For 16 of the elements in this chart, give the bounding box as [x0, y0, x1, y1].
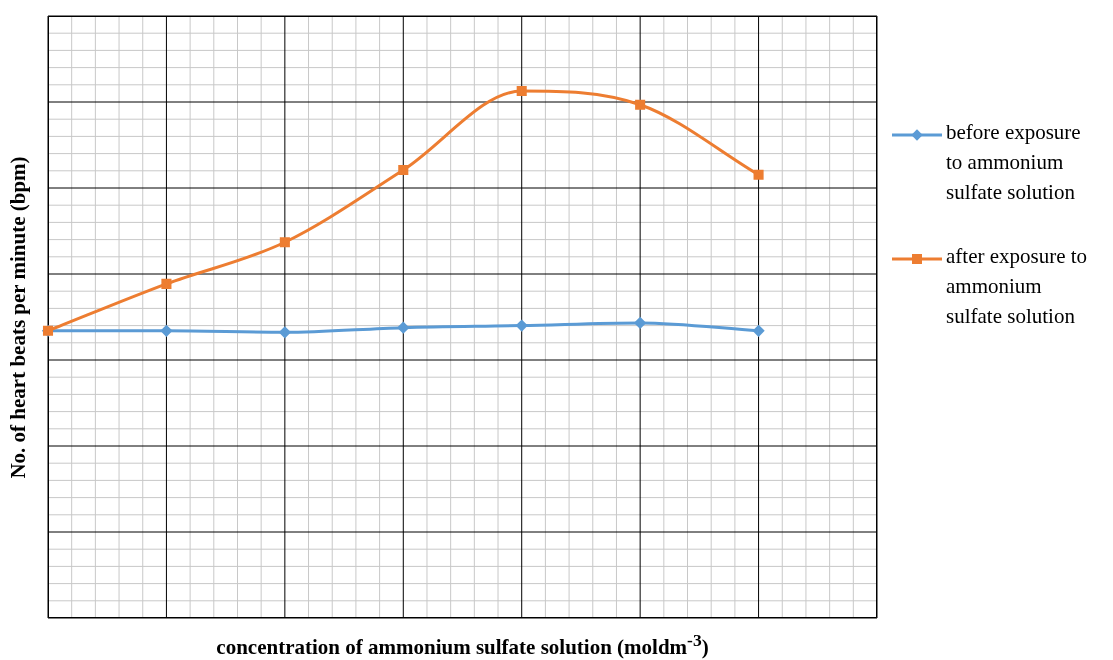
point: [635, 99, 646, 110]
point: [753, 169, 764, 180]
y-axis-title: No. of heart beats per minute (bpm): [5, 155, 31, 479]
point: [516, 320, 528, 332]
point: [634, 317, 646, 329]
x-axis-title: concentration of ammonium sulfate solution (moldm$^{-3}$): [215, 630, 710, 660]
point: [279, 237, 290, 248]
legend-label: after exposure to ammonium sulfate solution: [946, 243, 1089, 330]
point: [516, 85, 527, 97]
point: [279, 326, 291, 338]
point: [398, 165, 409, 176]
point: [161, 278, 172, 289]
legend-label: before exposure to ammonium sulfate solution: [946, 119, 1082, 206]
point: [160, 325, 172, 337]
point: [753, 325, 765, 337]
point: [397, 322, 409, 334]
